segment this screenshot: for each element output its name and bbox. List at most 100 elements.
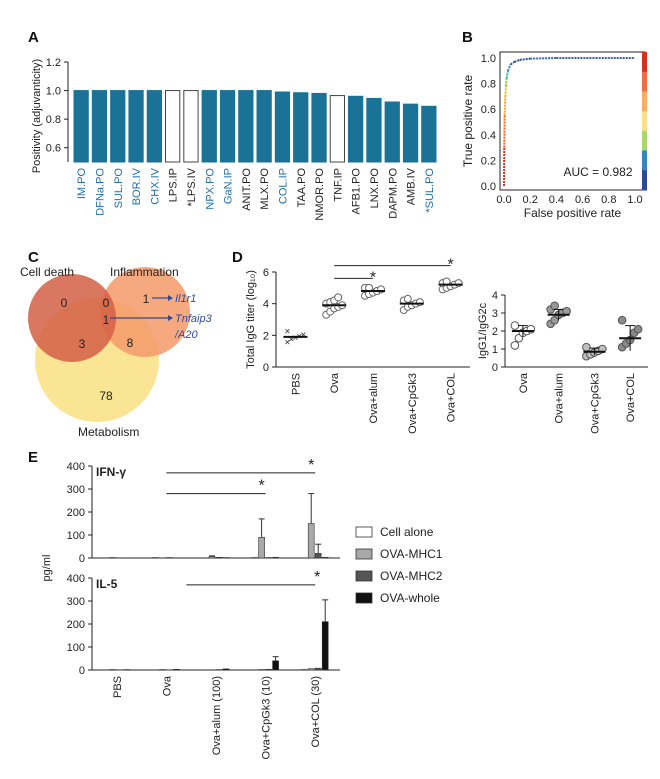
y-tick-label: 1.2 bbox=[46, 57, 61, 69]
roc-segment bbox=[519, 57, 531, 61]
significance-star: * bbox=[447, 257, 453, 274]
x-tick-label: 0.2 bbox=[523, 194, 538, 206]
y-tick-label: 0 bbox=[79, 553, 85, 565]
y-tick-label: 400 bbox=[67, 461, 85, 473]
category-label: IM.PO bbox=[76, 168, 88, 200]
category-label: MLX.PO bbox=[259, 168, 271, 210]
category-label: ANIT.PO bbox=[241, 168, 253, 211]
y-tick-label: 1 bbox=[492, 344, 498, 356]
panel-b-roc-curve: 0.00.0 0.2 0.2 0.4 0.4 0.6 0.6 0.8 0.8 1.0 1.0 Fals… bbox=[461, 51, 647, 220]
venn-circle-cell-death bbox=[28, 274, 116, 362]
significance-star: * bbox=[258, 478, 264, 495]
data-point: × bbox=[284, 338, 290, 349]
category-label: Ova+COL bbox=[625, 373, 637, 422]
category-label: Ova bbox=[329, 372, 341, 393]
y-tick-label: 0.8 bbox=[481, 79, 496, 91]
roc-segment bbox=[505, 70, 509, 79]
region-count: 0 bbox=[61, 296, 68, 310]
bar bbox=[402, 103, 419, 163]
region-count: 3 bbox=[79, 337, 86, 351]
bar bbox=[329, 95, 345, 163]
category-label: PBS bbox=[112, 676, 124, 698]
colorbar-segment bbox=[642, 91, 647, 112]
y-tick-label: 0.0 bbox=[481, 181, 496, 193]
x-tick-label: 1.0 bbox=[627, 194, 642, 206]
category-label: Ova+CpGk3 bbox=[589, 373, 601, 434]
category-label: AFB1.PO bbox=[351, 168, 363, 215]
bar bbox=[201, 90, 217, 163]
legend-swatch bbox=[355, 526, 373, 538]
y-axis-label: Positivity (adjuvanticity) bbox=[31, 59, 43, 173]
data-point: × bbox=[284, 327, 290, 338]
legend-label: OVA-MHC2 bbox=[380, 569, 443, 583]
roc-segment bbox=[504, 86, 507, 97]
region-count: 1 bbox=[103, 313, 110, 327]
bar bbox=[307, 523, 315, 559]
colorbar-segment bbox=[642, 52, 647, 73]
bar bbox=[238, 90, 254, 163]
x-tick-label: 0.6 bbox=[575, 194, 590, 206]
data-point bbox=[550, 301, 559, 311]
bar bbox=[384, 101, 400, 163]
y-tick-label: 4 bbox=[263, 299, 269, 311]
y-tick-label: 100 bbox=[67, 642, 85, 654]
bar bbox=[321, 621, 329, 671]
y-tick-label: 0.6 bbox=[481, 104, 496, 116]
y-tick-label: 0.4 bbox=[481, 130, 496, 142]
bar bbox=[311, 92, 327, 163]
bar bbox=[91, 90, 108, 163]
data-point bbox=[510, 321, 520, 330]
panel-label-e: E bbox=[28, 449, 38, 466]
legend-swatch bbox=[355, 570, 373, 582]
category-label: AMB.IV bbox=[406, 167, 418, 205]
roc-segment bbox=[510, 61, 516, 66]
y-tick-label: 2 bbox=[492, 326, 498, 338]
panel-c-venn-diagram: Cell death Inflammation Metabolism 0 0 1 3 1 8 78… bbox=[20, 265, 213, 439]
roc-segment bbox=[504, 78, 508, 87]
region-count: 1 bbox=[143, 292, 150, 306]
bar bbox=[73, 90, 89, 163]
category-label: SUL.PO bbox=[113, 168, 125, 209]
roc-segment bbox=[514, 58, 521, 63]
category-label: DFNa.PO bbox=[94, 168, 106, 216]
data-point bbox=[510, 341, 520, 350]
region-count: 78 bbox=[99, 389, 113, 403]
bar bbox=[256, 90, 272, 163]
panel-label-c: C bbox=[28, 249, 39, 266]
subplot-title: IFN-γ bbox=[96, 465, 126, 479]
bar bbox=[421, 105, 437, 163]
category-label: *LPS.IV bbox=[186, 167, 198, 206]
callout-gene: Tnfaip3 bbox=[175, 313, 213, 325]
bar bbox=[183, 90, 199, 163]
category-label: TNF.IP bbox=[332, 168, 344, 202]
colorbar-segment bbox=[642, 71, 647, 92]
category-label: Ova bbox=[518, 372, 530, 393]
significance-star: * bbox=[370, 269, 376, 286]
category-label: TAA.PO bbox=[296, 168, 308, 208]
callout-gene: /A20 bbox=[174, 329, 199, 341]
bar bbox=[307, 668, 315, 671]
y-tick-label: 1.0 bbox=[46, 86, 61, 98]
y-tick-label: 300 bbox=[67, 484, 85, 496]
bar bbox=[258, 536, 265, 559]
category-label: GaN.IP bbox=[223, 168, 235, 204]
x-tick-label: 0.8 bbox=[601, 194, 616, 206]
colorbar-segment bbox=[642, 170, 647, 191]
y-tick-label: 6 bbox=[263, 267, 269, 279]
legend-label: Cell alone bbox=[380, 525, 434, 539]
y-tick-label: 300 bbox=[67, 596, 85, 608]
legend-label: OVA-MHC1 bbox=[380, 547, 443, 561]
data-point: × bbox=[300, 330, 306, 341]
venn-circle-inflammation bbox=[100, 267, 190, 357]
category-label: BOR.IV bbox=[131, 167, 143, 205]
panel-label-a: A bbox=[28, 29, 39, 46]
y-axis-label: pg/ml bbox=[41, 555, 53, 582]
callout-arrowhead bbox=[168, 295, 173, 301]
bar bbox=[208, 556, 216, 559]
panel-e-cytokine-bars: pg/ml 400 300 200 100 0 IFN-γ * * 400 300 200 100 0 IL… bbox=[41, 457, 443, 760]
y-tick-label: 0.8 bbox=[46, 114, 61, 126]
category-label: Ova+COL (30) bbox=[310, 676, 322, 747]
